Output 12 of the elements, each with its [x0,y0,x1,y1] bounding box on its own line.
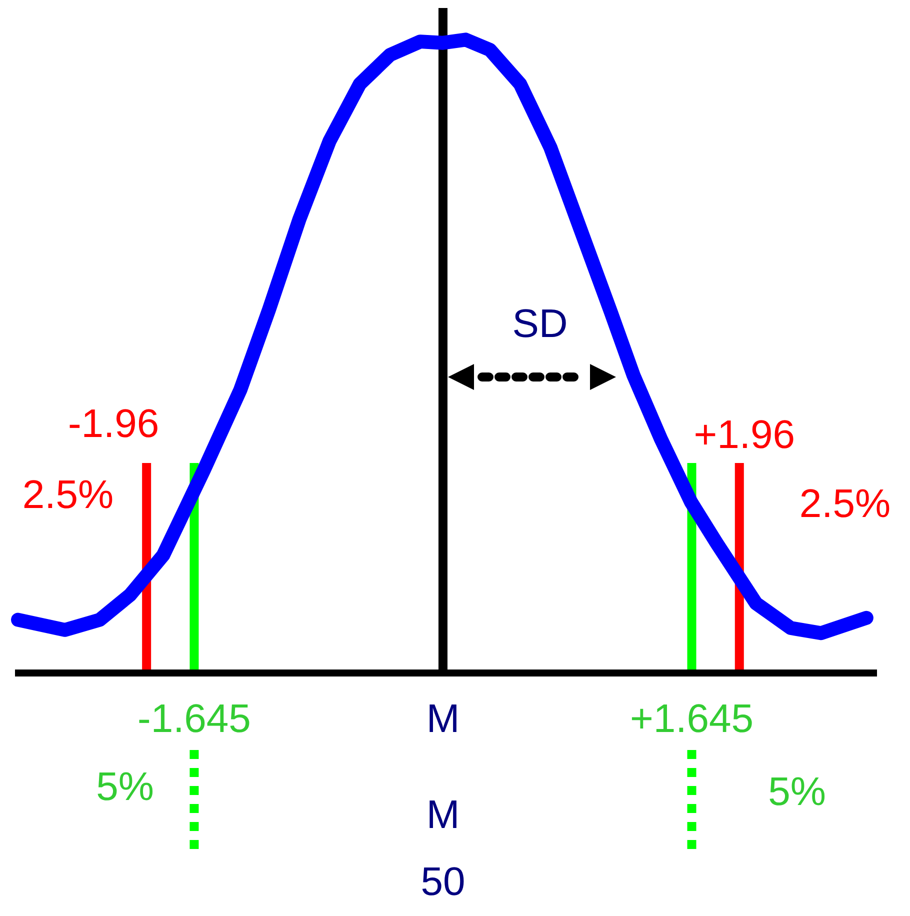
text: 50 [420,860,466,904]
annotation: 2.5% [799,482,891,526]
x-tick-label: +1.645 [630,697,754,742]
text: M [426,793,460,837]
x-tick-label: -1.645 [137,697,251,742]
ref-line-label: +1.96 [694,413,795,457]
x-tick-label: M [426,697,460,742]
text: 5% [768,770,826,814]
annotation: 2.5% [22,473,114,517]
text: 5% [96,765,154,809]
annotation: SD [512,302,568,346]
ref-line-label: -1.96 [68,402,160,446]
